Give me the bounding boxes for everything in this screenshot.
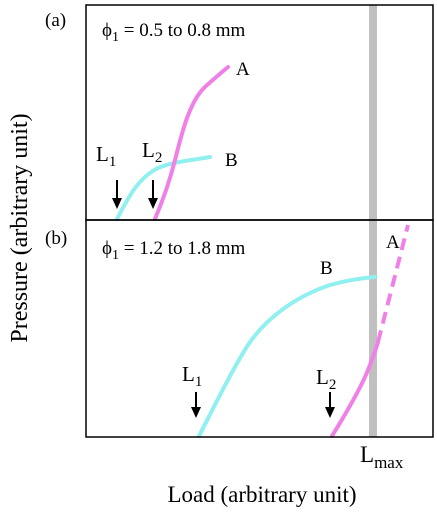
panel-a-l1-label: L1 xyxy=(96,142,116,170)
lmax-label: Lmax xyxy=(360,442,404,472)
panel-b-l1-label: L1 xyxy=(182,362,202,390)
panel-a-curve-b xyxy=(115,155,212,221)
panel-a-phi-text: ϕ1 = 0.5 to 0.8 mm xyxy=(102,20,246,45)
lmax-bar xyxy=(369,5,377,437)
x-axis-label: Load (arbitrary unit) xyxy=(167,482,356,507)
panel-a-l2-label: L2 xyxy=(142,138,162,166)
panel-b-l2-label: L2 xyxy=(316,365,336,393)
panel-b-label-b: B xyxy=(320,258,333,279)
panel-b-l2-arrow xyxy=(325,392,335,418)
panel-b-phi-text: ϕ1 = 1.2 to 1.8 mm xyxy=(102,238,246,263)
y-axis-label: Pressure (arbitrary unit) xyxy=(7,113,33,342)
panel-b-tag: (b) xyxy=(45,228,67,249)
panel-a-curve-a xyxy=(153,65,230,221)
panel-b-label-a: A xyxy=(386,232,400,253)
panel-b-curve-a-dashed xyxy=(376,224,410,343)
panel-a-label-a: A xyxy=(236,59,250,80)
panel-b-curve-b xyxy=(197,275,377,438)
panel-a-tag: (a) xyxy=(45,10,66,31)
panel-b-curve-a-solid xyxy=(330,340,380,438)
panel-b-l1-arrow xyxy=(191,392,201,418)
panel-a-l2-arrow xyxy=(148,180,158,209)
panel-a-l1-arrow xyxy=(112,180,122,209)
panel-b-frame xyxy=(85,219,434,438)
panel-a-label-b: B xyxy=(225,150,238,171)
